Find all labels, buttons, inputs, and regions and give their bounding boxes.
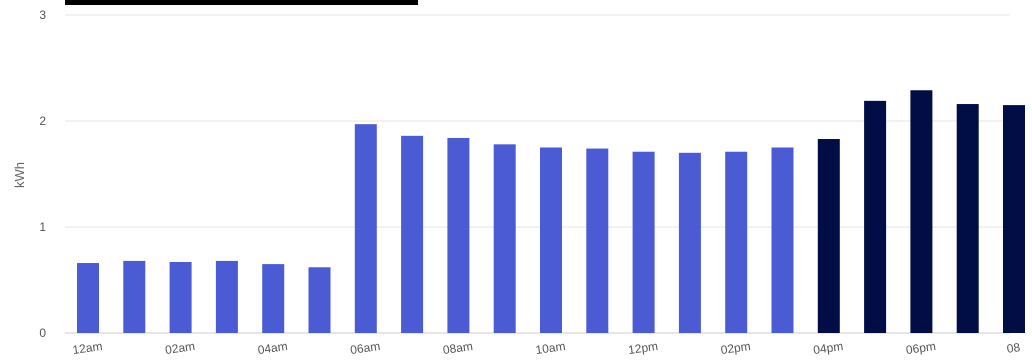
bar-08am: [447, 137, 470, 333]
bar-02pm: [725, 151, 748, 333]
bar-05am: [308, 267, 331, 333]
x-tick-label: 04am: [257, 339, 289, 357]
bar-04pm: [817, 139, 840, 333]
top-black-bar: [65, 0, 418, 5]
y-tick-label: 0: [39, 326, 46, 340]
x-tick-label: 04pm: [812, 339, 844, 357]
bar-09am: [493, 144, 516, 333]
x-tick-label: 10am: [535, 339, 567, 357]
x-tick-label: 12pm: [627, 339, 659, 357]
x-axis-ticks: 12am 02am 04am 06am 08am 10am 12pm 02pm 04pm 06pm…: [72, 339, 1022, 357]
bar-05pm: [864, 100, 887, 333]
y-axis-ticks: 0 1 2 3: [39, 8, 46, 340]
x-tick-label: 08am: [442, 339, 474, 357]
bar-04am: [262, 264, 285, 333]
bar-03pm: [771, 147, 794, 333]
x-tick-label: 02pm: [720, 339, 752, 357]
bar-06am: [354, 124, 377, 334]
x-tick-label: 12am: [72, 339, 104, 357]
y-tick-label: 1: [39, 220, 46, 234]
x-tick-label: 06am: [349, 339, 381, 357]
bar-10am: [540, 147, 562, 333]
bar-07pm: [956, 104, 979, 333]
bar-02am: [169, 261, 192, 333]
bars: [77, 90, 1025, 334]
bar-06pm: [910, 90, 933, 333]
x-tick-label: 06pm: [905, 339, 937, 357]
y-axis-title: kWh: [12, 162, 27, 188]
bar-08pm: [1003, 105, 1025, 333]
bar-12am: [77, 263, 99, 333]
bar-12pm: [632, 151, 655, 333]
bar-07am: [401, 135, 424, 333]
bar-01am: [123, 260, 146, 333]
x-tick-label: 08: [1006, 340, 1021, 356]
bar-01pm: [678, 152, 701, 333]
bar-03am: [215, 260, 238, 333]
bar-11am: [586, 148, 609, 333]
y-tick-label: 2: [39, 114, 46, 128]
y-tick-label: 3: [39, 8, 46, 22]
gridlines: [65, 14, 1010, 334]
x-tick-label: 02am: [164, 339, 196, 357]
